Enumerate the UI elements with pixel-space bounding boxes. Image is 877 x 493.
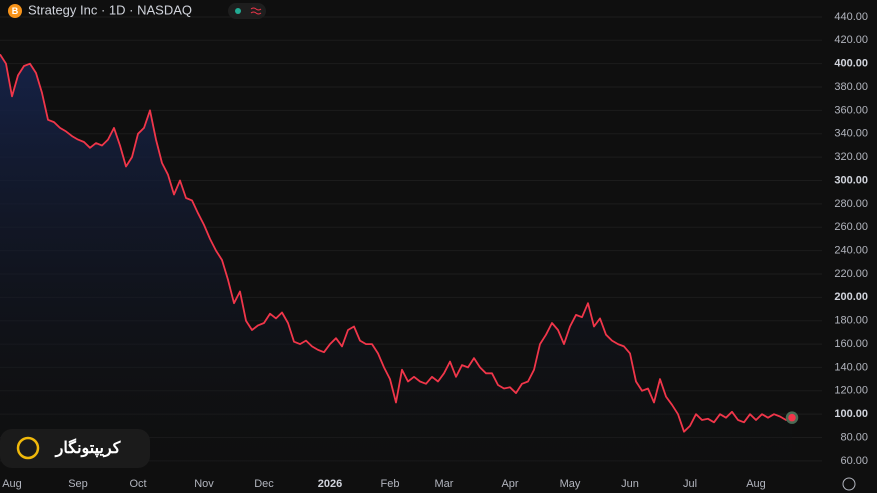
- x-tick-label: Aug: [2, 478, 22, 490]
- y-tick-label: 300.00: [834, 174, 868, 186]
- price-line: [0, 53, 793, 433]
- y-tick-label: 220.00: [834, 268, 868, 280]
- watermark-logo: [16, 436, 40, 460]
- y-tick-label: 260.00: [834, 221, 868, 233]
- y-tick-label: 200.00: [834, 291, 868, 303]
- badge-icon: [8, 4, 22, 18]
- settings-button[interactable]: [842, 477, 856, 491]
- watermark-box: [0, 429, 150, 468]
- y-tick-label: 240.00: [834, 245, 868, 257]
- y-tick-label: 80.00: [840, 431, 868, 443]
- y-tick-label: 420.00: [834, 34, 868, 46]
- area: [0, 54, 792, 473]
- status-dot: [235, 8, 241, 14]
- x-tick-label: Aug: [746, 478, 766, 490]
- y-tick-label: 120.00: [834, 385, 868, 397]
- plot: [0, 53, 799, 473]
- x-tick-label: Nov: [194, 478, 214, 490]
- y-tick-label: 160.00: [834, 338, 868, 350]
- x-tick-label: Apr: [501, 478, 518, 490]
- x-tick-label: May: [560, 478, 581, 490]
- y-tick-label: 100.00: [834, 408, 868, 420]
- watermark: کریپتونگار: [55, 438, 121, 458]
- x-tick-label: Jul: [683, 478, 697, 490]
- y-tick-label: 440.00: [834, 11, 868, 23]
- chart-title: Strategy Inc · 1D · NASDAQ: [28, 2, 192, 17]
- y-tick-label: 140.00: [834, 361, 868, 373]
- y-tick-label: 280.00: [834, 198, 868, 210]
- y-tick-label: 60.00: [840, 455, 868, 467]
- x-tick-label: Feb: [381, 478, 400, 490]
- y-tick-label: 380.00: [834, 81, 868, 93]
- x-tick-label: 2026: [318, 478, 342, 490]
- last-point: [785, 411, 799, 424]
- status-toggle[interactable]: [228, 3, 266, 19]
- x-tick-label: Sep: [68, 478, 88, 490]
- y-tick-label: 400.00: [834, 58, 868, 70]
- y-tick-label: 340.00: [834, 128, 868, 140]
- y-tick-label: 180.00: [834, 315, 868, 327]
- x-tick-label: Dec: [254, 478, 274, 490]
- y-tick-label: 360.00: [834, 104, 868, 116]
- x-tick-label: Mar: [435, 478, 454, 490]
- badge: B: [12, 6, 19, 16]
- x-tick-label: Oct: [129, 478, 146, 490]
- x-tick-label: Jun: [621, 478, 639, 490]
- y-tick-label: 320.00: [834, 151, 868, 163]
- status-icon: [250, 7, 262, 15]
